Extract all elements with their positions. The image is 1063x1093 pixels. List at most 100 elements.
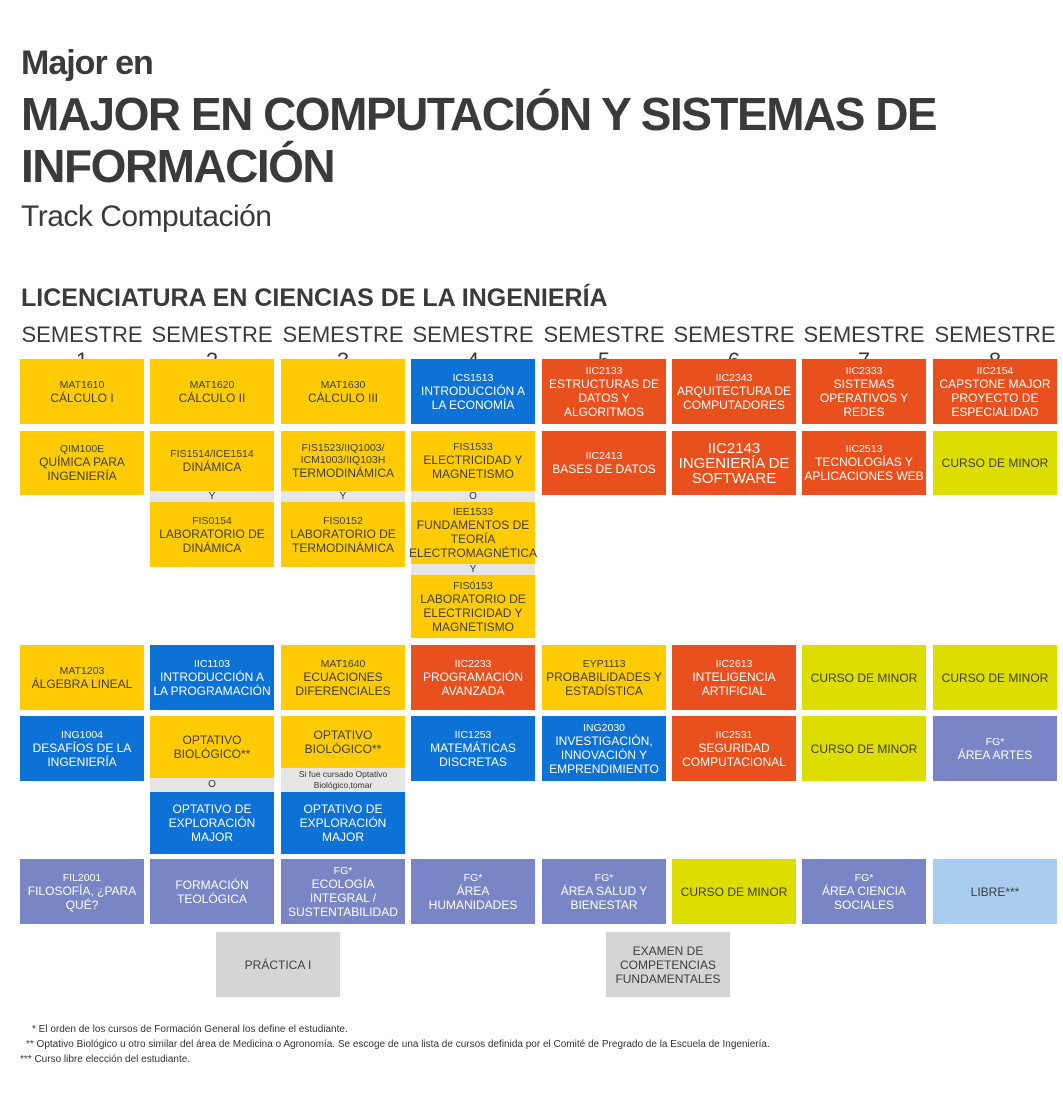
course-code: IIC2143 [707,439,761,457]
course-box: MAT1610 CÁLCULO I [20,359,144,424]
course-box: ING1004 DESAFÍOS DE LA INGENIERÍA [20,716,144,781]
course-name: LABORATORIO DE ELECTRICIDAD Y MAGNETISMO [420,591,526,634]
course-box: MAT1640 ECUACIONES DIFERENCIALES [281,645,405,710]
course-box: FG* ÁREA CIENCIA SOCIALES [802,859,926,924]
course-box: FIS1514/ICE1514 DINÁMICA [150,431,274,491]
course-code: MAT1610 [59,378,105,391]
course-name: INVESTIGACIÓN, INNOVACIÓN Y EMPRENDIMIEN… [549,733,659,776]
course-code: MAT1640 [320,657,366,670]
course-code: FIS1514/ICE1514 [170,448,254,460]
course-code: FG* [854,871,874,884]
course-code: ICS1513 [452,371,494,384]
course-name: OPTATIVO BIOLÓGICO** [173,733,251,761]
course-box: IEE1533 FUNDAMENTOS DE TEORÍA ELECTROMAGN… [409,502,538,564]
course-box: FORMACIÓN TEOLÓGICA [150,859,274,924]
course-box: IIC2531 SEGURIDAD COMPUTACIONAL [672,716,796,781]
course-box: IIC2413 BASES DE DATOS [542,431,666,495]
course-code: FIL2001 [62,871,102,884]
course-box: QIM100E QUÍMICA PARA INGENIERÍA [20,431,144,495]
course-name: INGENIERÍA DE SOFTWARE [678,454,790,487]
course-box: IIC2154 CAPSTONE MAJOR PROYECTO DE ESPECI… [933,359,1057,424]
course-name: MATEMÁTICAS DISCRETAS [430,740,516,769]
course-box: CURSO DE MINOR [802,716,926,781]
course-box: IIC2143 INGENIERÍA DE SOFTWARE [672,431,796,495]
course-box: IIC2513 TECNOLOGÍAS Y APLICACIONES WEB [802,431,926,495]
practice-box: PRÁCTICA I [216,932,340,997]
course-name: LIBRE*** [970,884,1020,899]
course-box: OPTATIVO BIOLÓGICO** [150,716,274,778]
course-name: ÁLGEBRA LINEAL [31,676,133,691]
note-box: Si fue cursado Optativo Biológico,tomar [281,768,405,792]
connector-label: Y [411,564,535,575]
course-name: INTRODUCCIÓN A LA PROGRAMACIÓN [153,669,271,698]
course-name: PROGRAMACIÓN AVANZADA [422,669,523,698]
footnotes: * El orden de los cursos de Formación Ge… [20,1022,770,1067]
footnote: * El orden de los cursos de Formación Ge… [32,1024,348,1035]
course-name: OPTATIVO DE EXPLORACIÓN MAJOR [299,802,387,844]
course-name: FILOSOFÍA, ¿PARA QUÉ? [27,883,137,912]
course-code: IIC2413 [585,450,623,462]
course-name: ÁREA ARTES [957,747,1033,762]
course-name: ARQUITECTURA DE COMPUTADORES [676,383,791,412]
course-code: IIC1103 [194,657,230,670]
course-name: INTELIGENCIA ARTIFICIAL [692,669,776,698]
course-code: FIS1533 [453,441,493,453]
course-code: FG* [594,871,614,884]
course-box: MAT1203 ÁLGEBRA LINEAL [20,645,144,710]
course-code: MAT1620 [189,378,235,391]
course-code: IIC2531 [715,728,753,741]
course-name: CURSO DE MINOR [941,456,1049,470]
course-name: EXAMEN DE COMPETENCIAS FUNDAMENTALES [615,943,721,986]
course-code: FG* [333,864,353,877]
course-code: IIC2513 [845,443,883,455]
course-name: CURSO DE MINOR [941,670,1049,685]
course-code: QIM100E [59,443,105,455]
track-name: Track Computación [21,200,272,233]
course-box: FIL2001 FILOSOFÍA, ¿PARA QUÉ? [20,859,144,924]
connector-label: Y [281,491,405,502]
course-name: ÁREA HUMANIDADES [428,883,518,912]
course-code: ING2030 [582,721,626,734]
course-box: FG* ÁREA HUMANIDADES [411,859,535,924]
course-name: CURSO DE MINOR [810,670,918,685]
course-name: CURSO DE MINOR [680,884,788,899]
course-box: IIC2333 SISTEMAS OPERATIVOS Y REDES [802,359,926,424]
course-box: FIS0153 LABORATORIO DE ELECTRICIDAD Y MAG… [411,575,535,638]
course-box: CURSO DE MINOR [672,859,796,924]
connector-label: O [411,491,535,502]
course-box: FG* ÁREA ARTES [933,716,1057,781]
course-box: MAT1620 CÁLCULO II [150,359,274,424]
course-code: IEE1533 [452,506,494,518]
course-name: CÁLCULO II [178,390,246,405]
course-name: INTRODUCCIÓN A LA ECONOMÍA [420,383,525,412]
course-code: ING1004 [60,728,104,741]
semester-2-header: SEMESTRE 2 [151,322,273,373]
course-name: DESAFÍOS DE LA INGENIERÍA [32,740,132,769]
course-code: FIS0154 [192,514,232,527]
semester-7-header: SEMESTRE 7 [803,322,925,373]
section-title: LICENCIATURA EN CIENCIAS DE LA INGENIERÍ… [21,284,608,312]
course-code: FG* [985,735,1005,748]
course-name: ÁREA CIENCIA SOCIALES [821,883,907,912]
course-name: ECUACIONES DIFERENCIALES [295,669,391,698]
course-name: LABORATORIO DE DINÁMICA [159,526,265,555]
page-title: MAJOR EN COMPUTACIÓN Y SISTEMAS DE INFOR… [21,88,938,192]
course-code: IIC1253 [454,728,492,741]
course-code: FIS1523/IIQ1003/ ICM1003/IIQ103H [300,442,386,466]
note-text: Si fue cursado Optativo Biológico,tomar [298,769,388,790]
course-name: BASES DE DATOS [552,462,656,476]
course-box: FG* ÁREA SALUD Y BIENESTAR [542,859,666,924]
course-name: PRÁCTICA I [244,957,312,972]
connector-label: Y [150,491,274,502]
course-name: OPTATIVO BIOLÓGICO** [304,728,382,756]
course-name: ÁREA SALUD Y BIENESTAR [560,883,648,912]
course-name: FUNDAMENTOS DE TEORÍA ELECTROMAGNÉTICA [409,518,538,560]
course-name: CÁLCULO III [307,390,379,405]
header-subtitle: Major en [21,44,154,82]
course-code: FIS0152 [323,514,363,527]
course-box: FIS1523/IIQ1003/ ICM1003/IIQ103H TERMODIN… [281,431,405,491]
course-code: IIC2154 [976,364,1014,377]
course-box: LIBRE*** [933,859,1057,924]
course-code: IIC2333 [845,364,883,377]
course-box: IIC2343 ARQUITECTURA DE COMPUTADORES [672,359,796,424]
